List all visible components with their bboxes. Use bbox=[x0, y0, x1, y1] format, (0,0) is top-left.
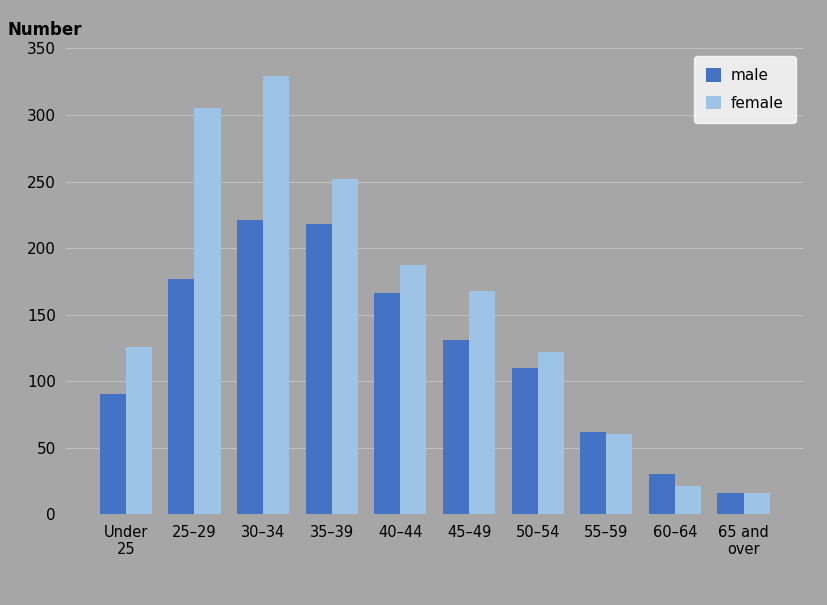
Bar bbox=[374, 293, 400, 514]
Text: Number: Number bbox=[7, 21, 82, 39]
Bar bbox=[99, 394, 126, 514]
Bar bbox=[237, 220, 263, 514]
Bar bbox=[674, 486, 700, 514]
Bar bbox=[126, 347, 151, 514]
Bar bbox=[468, 290, 495, 514]
Bar bbox=[717, 493, 743, 514]
Bar bbox=[194, 108, 220, 514]
Bar bbox=[168, 279, 194, 514]
Bar bbox=[537, 352, 563, 514]
Bar bbox=[648, 474, 674, 514]
Bar bbox=[743, 493, 769, 514]
Bar bbox=[605, 434, 632, 514]
Bar bbox=[332, 179, 357, 514]
Bar bbox=[305, 224, 332, 514]
Bar bbox=[400, 266, 426, 514]
Bar bbox=[263, 76, 289, 514]
Bar bbox=[511, 368, 537, 514]
Legend: male, female: male, female bbox=[693, 56, 795, 123]
Bar bbox=[580, 432, 605, 514]
Bar bbox=[442, 340, 468, 514]
